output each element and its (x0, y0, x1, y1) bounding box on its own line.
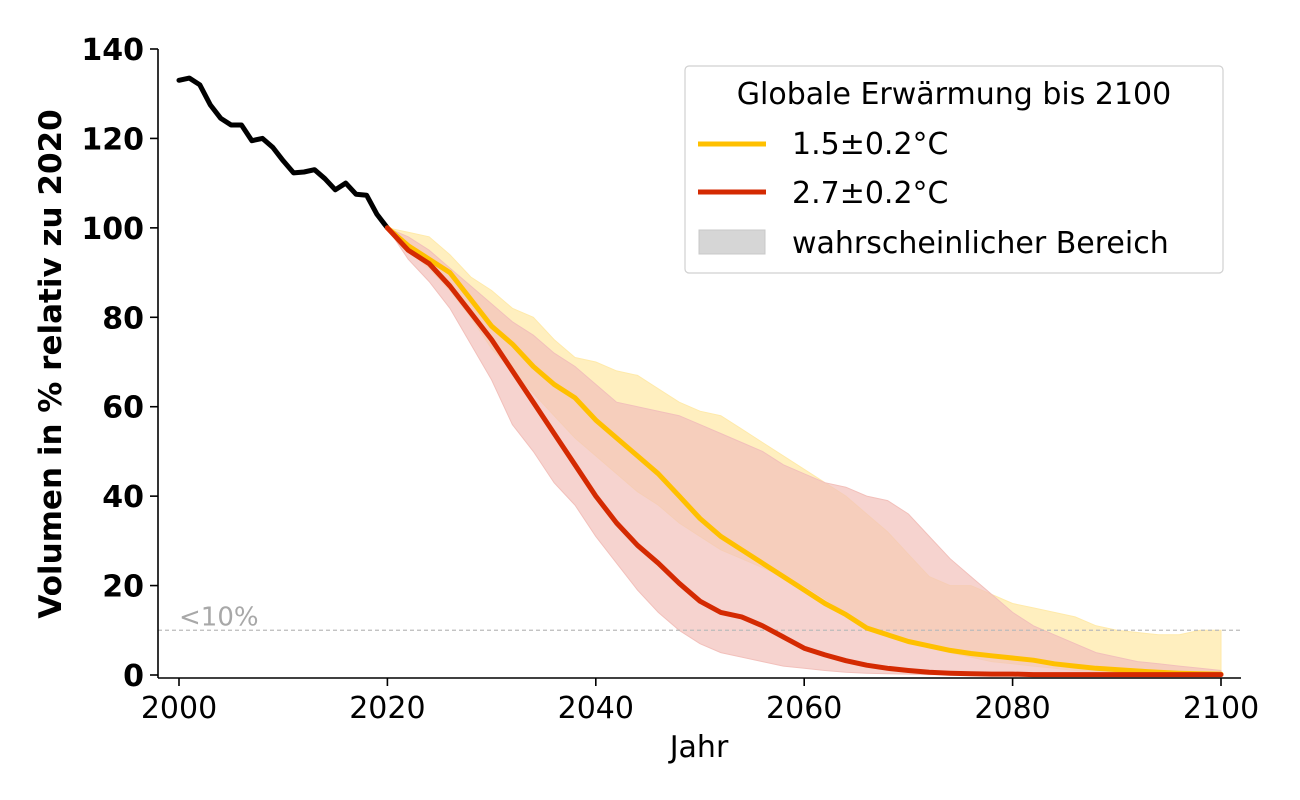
likely-range-band-2-7c (386, 226, 1222, 676)
legend: Globale Erwärmung bis 2100 1.5±0.2°C 2.7… (684, 65, 1224, 274)
y-tick-label: 80 (102, 301, 144, 336)
threshold-reference-label: <10% (179, 602, 259, 632)
x-axis-label: Jahr (668, 730, 729, 765)
y-tick-label: 140 (81, 33, 144, 68)
x-tick-label: 2040 (558, 691, 634, 726)
y-tick-label: 100 (81, 212, 144, 247)
series-line-2-7c (384, 225, 1224, 678)
x-axis-ticks: 2000 2020 2040 2060 2080 2100 (141, 678, 1259, 726)
x-tick-label: 2060 (766, 691, 842, 726)
series-line-1-5c (384, 225, 1224, 677)
y-tick-label: 20 (102, 570, 144, 605)
legend-label-1-5c: 1.5±0.2°C (792, 127, 949, 162)
y-axis-label: Volumen in % relativ zu 2020 (33, 109, 69, 618)
series-lines (176, 75, 1224, 678)
historical-line (176, 75, 390, 231)
y-tick-label: 0 (123, 659, 144, 694)
x-tick-label: 2080 (974, 691, 1050, 726)
y-tick-label: 120 (81, 122, 144, 157)
x-tick-label: 2100 (1183, 691, 1259, 726)
x-tick-label: 2020 (349, 691, 425, 726)
legend-label-likely-range: wahrscheinlicher Bereich (792, 226, 1169, 261)
y-tick-label: 60 (102, 391, 144, 426)
y-axis-ticks: 0 20 40 60 80 100 120 140 (81, 33, 158, 694)
legend-title: Globale Erwärmung bis 2100 (737, 77, 1171, 112)
legend-label-2-7c: 2.7±0.2°C (792, 176, 949, 211)
y-tick-label: 40 (102, 480, 144, 515)
legend-box (684, 65, 1224, 274)
legend-swatch-likely-range (698, 229, 766, 255)
likely-range-bands (385, 226, 1222, 676)
x-tick-label: 2000 (141, 691, 217, 726)
